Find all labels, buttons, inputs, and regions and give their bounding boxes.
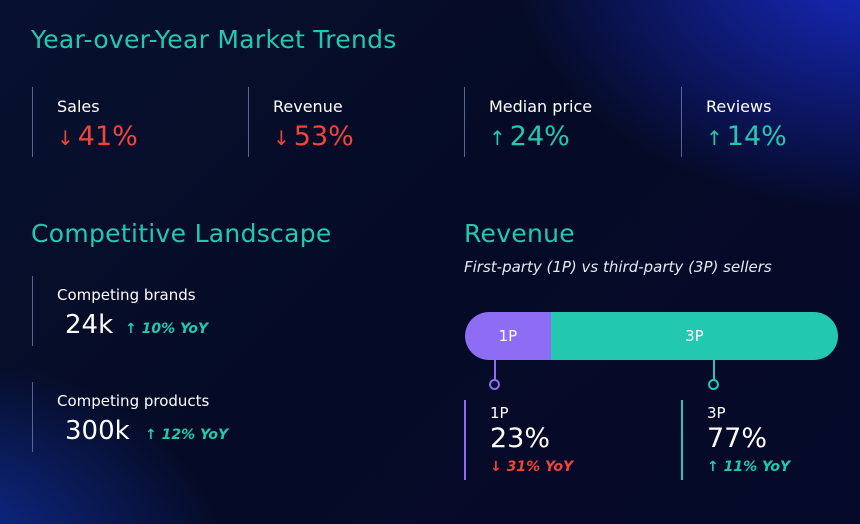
metric-label: Sales — [57, 97, 100, 116]
first-party-connector — [494, 360, 496, 382]
third-party-change: ↑ 11% YoY — [707, 459, 791, 475]
third-party-segment: 3P — [550, 312, 838, 360]
metric-revenue: Revenue ↓ 53% — [248, 87, 449, 157]
metric-value: ↓ 41% — [57, 121, 138, 152]
third-party-segment-label: 3P — [685, 327, 704, 345]
competing-products: Competing products 300k ↑ 12% YoY — [32, 382, 413, 452]
competing-products-label: Competing products — [57, 392, 210, 410]
metric-value-text: 41% — [77, 121, 138, 152]
first-party-segment: 1P — [465, 312, 551, 360]
first-party-stat: 1P 23% ↓ 31% YoY — [464, 400, 666, 480]
trends-title: Year-over-Year Market Trends — [31, 25, 397, 54]
metric-value: ↓ 53% — [273, 121, 354, 152]
metric-label: Reviews — [706, 97, 772, 116]
third-party-name: 3P — [707, 404, 726, 422]
arrow-up-icon: ↑ — [706, 126, 723, 150]
third-party-stat: 3P 77% ↑ 11% YoY — [681, 400, 843, 480]
third-party-dot — [708, 379, 719, 390]
metric-sales: Sales ↓ 41% — [32, 87, 233, 157]
arrow-up-icon: ↑ — [489, 126, 506, 150]
revenue-title: Revenue — [464, 219, 575, 248]
competing-brands-value: 24k — [65, 310, 114, 340]
first-party-name: 1P — [490, 404, 509, 422]
first-party-dot — [489, 379, 500, 390]
competing-brands-yoy: ↑ 10% YoY — [125, 321, 209, 337]
metric-value: ↑ 24% — [489, 121, 570, 152]
third-party-connector — [713, 360, 715, 382]
competing-products-value: 300k — [65, 416, 130, 446]
first-party-segment-label: 1P — [498, 327, 518, 345]
competitive-title: Competitive Landscape — [31, 219, 332, 248]
metric-value-text: 14% — [726, 121, 787, 152]
arrow-down-icon: ↓ — [273, 126, 290, 150]
metric-label: Median price — [489, 97, 593, 116]
competing-products-yoy: ↑ 12% YoY — [145, 427, 229, 443]
metric-value-text: 24% — [509, 121, 570, 152]
metric-value: ↑ 14% — [706, 121, 787, 152]
revenue-share-bar: 1P 3P — [465, 312, 838, 360]
first-party-change: ↓ 31% YoY — [490, 459, 574, 475]
arrow-down-icon: ↓ — [57, 126, 74, 150]
competing-brands-label: Competing brands — [57, 286, 196, 304]
competing-brands: Competing brands 24k ↑ 10% YoY — [32, 276, 413, 346]
metric-value-text: 53% — [293, 121, 354, 152]
metric-label: Revenue — [273, 97, 343, 116]
metric-reviews: Reviews ↑ 14% — [681, 87, 842, 157]
third-party-percent: 77% — [707, 423, 768, 454]
metric-median-price: Median price ↑ 24% — [464, 87, 665, 157]
first-party-percent: 23% — [490, 423, 551, 454]
revenue-subtitle: First-party (1P) vs third-party (3P) sel… — [464, 258, 772, 276]
